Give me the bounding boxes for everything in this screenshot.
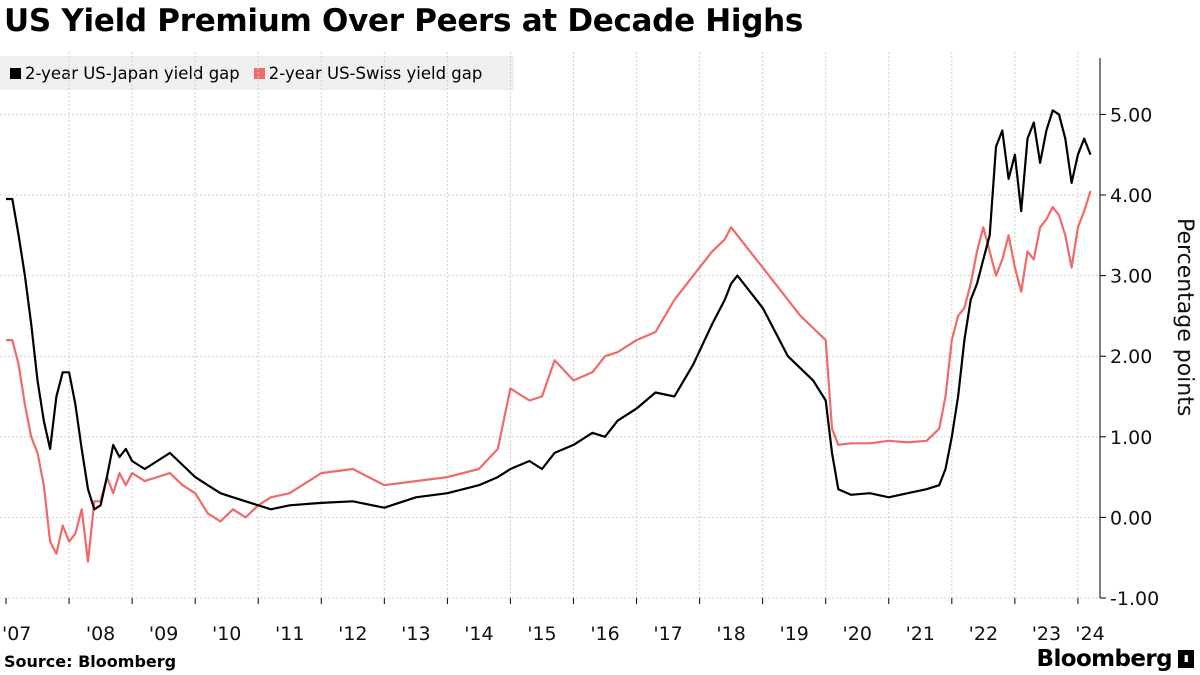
y-tick-label-5: 4.00 — [1110, 185, 1152, 207]
x-tick-label-0: '07 — [2, 623, 31, 645]
y-tick-label-3: 2.00 — [1110, 346, 1152, 368]
legend-label-us-swiss: 2-year US-Swiss yield gap — [268, 63, 483, 83]
x-tick-label-14: '21 — [906, 623, 935, 645]
x-tick-label-1: '08 — [86, 623, 115, 645]
series-layer — [6, 109, 1092, 563]
brand-name: Bloomberg — [1036, 646, 1173, 672]
legend: 2-year US-Japan yield gap 2-year US-Swis… — [0, 56, 514, 90]
x-tick-label-17: '24 — [1075, 623, 1104, 645]
legend-swatch-us-japan — [10, 67, 21, 79]
series-line-1 — [6, 190, 1092, 563]
x-tick-label-7: '14 — [464, 623, 493, 645]
x-tick-label-5: '12 — [338, 623, 367, 645]
y-tick-label-4: 3.00 — [1110, 266, 1152, 288]
y-tick-label-6: 5.00 — [1110, 104, 1152, 126]
x-tick-label-3: '10 — [212, 623, 241, 645]
x-tick-label-15: '22 — [969, 623, 998, 645]
source-note: Source: Bloomberg — [4, 652, 177, 671]
brand-logo: Bloomberg ▮ — [1037, 646, 1194, 672]
legend-swatch-us-swiss — [253, 67, 265, 79]
x-tick-label-12: '19 — [779, 623, 808, 645]
y-tick-label-0: -1.00 — [1110, 588, 1159, 610]
legend-item-us-swiss: 2-year US-Swiss yield gap — [253, 63, 483, 83]
x-tick-label-10: '17 — [653, 623, 682, 645]
x-tick-label-2: '09 — [149, 623, 178, 645]
bloomberg-terminal-icon: ▮ — [1178, 650, 1194, 668]
x-tick-label-9: '16 — [590, 623, 619, 645]
x-tick-label-11: '18 — [716, 623, 745, 645]
y-axis: -1.00 0.00 1.00 2.00 3.00 4.00 5.00 — [1099, 58, 1159, 610]
x-tick-label-6: '13 — [401, 623, 430, 645]
x-tick-label-13: '20 — [843, 623, 872, 645]
y-tick-label-2: 1.00 — [1110, 427, 1152, 449]
y-tick-label-1: 0.00 — [1110, 507, 1152, 529]
grid-lines — [0, 52, 1100, 599]
x-tick-label-16: '23 — [1032, 623, 1061, 645]
x-tick-label-4: '11 — [275, 623, 304, 645]
x-axis: '07 '08 '09 '10 '11 '12 '13 '14 '15 '16 '17 '18 '19 '… — [2, 598, 1105, 645]
series-line-0 — [6, 109, 1092, 511]
y-axis-label: Percentage points — [1172, 218, 1197, 416]
x-tick-label-8: '15 — [527, 623, 556, 645]
chart-title: US Yield Premium Over Peers at Decade Hi… — [4, 3, 804, 39]
